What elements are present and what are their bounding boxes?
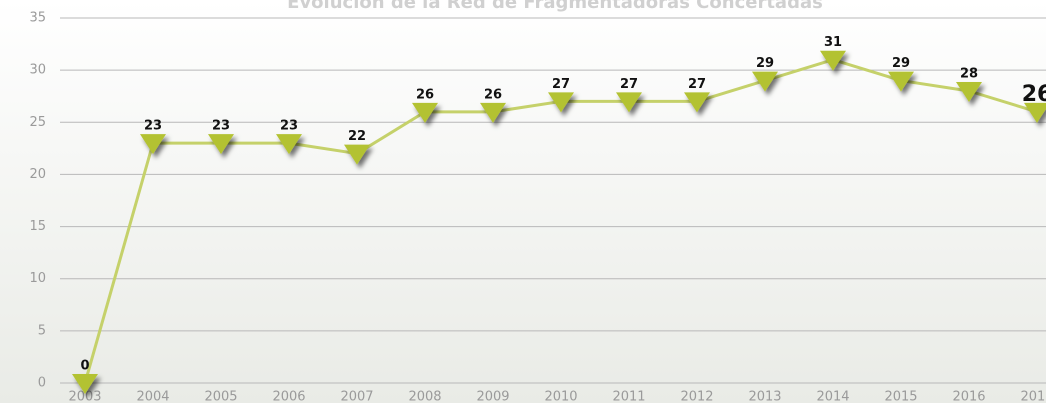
marker [480, 102, 506, 123]
marker [616, 92, 642, 113]
x-tick-label: 2007 [340, 390, 373, 403]
marker [344, 144, 370, 165]
marker [684, 92, 710, 113]
marker [820, 50, 846, 71]
y-tick-label: 10 [29, 271, 46, 286]
data-label: 23 [280, 119, 298, 134]
x-tick-label: 2013 [748, 390, 781, 403]
y-tick-label: 30 [29, 63, 46, 78]
data-label: 27 [552, 77, 570, 92]
y-tick-label: 35 [29, 11, 46, 26]
x-tick-label: 2010 [544, 390, 577, 403]
y-tick-label: 25 [29, 115, 46, 130]
data-label: 29 [892, 56, 910, 71]
data-label: 29 [756, 56, 774, 71]
marker [140, 134, 166, 155]
marker [752, 71, 778, 92]
data-label: 27 [620, 77, 638, 92]
x-tick-label: 2014 [816, 390, 849, 403]
data-label: 23 [144, 119, 162, 134]
data-label: 0 [80, 359, 89, 374]
x-tick-label: 2009 [476, 390, 509, 403]
y-tick-label: 15 [29, 219, 46, 234]
data-label: 26 [484, 87, 502, 102]
x-tick-label: 2004 [136, 390, 169, 403]
x-tick-label: 2003 [68, 390, 101, 403]
data-label: 27 [688, 77, 706, 92]
x-tick-label: 2015 [884, 390, 917, 403]
data-label: 26 [416, 87, 434, 102]
x-tick-label: 2017 [1020, 390, 1046, 403]
marker [888, 71, 914, 92]
x-tick-label: 2008 [408, 390, 441, 403]
x-tick-label: 2006 [272, 390, 305, 403]
x-tick-label: 2005 [204, 390, 237, 403]
chart-title: Evolución de la Red de Fragmentadoras Co… [287, 0, 823, 13]
x-tick-label: 2016 [952, 390, 985, 403]
y-tick-label: 20 [29, 167, 46, 182]
data-label: 26 [1022, 82, 1046, 107]
data-label: 28 [960, 67, 978, 82]
marker [956, 82, 982, 102]
y-tick-label: 0 [38, 376, 46, 391]
data-label: 31 [824, 35, 842, 50]
x-tick-label: 2011 [612, 390, 645, 403]
marker [412, 102, 438, 123]
y-tick-label: 5 [38, 323, 46, 338]
marker [72, 374, 98, 394]
data-label: 23 [212, 119, 230, 134]
marker [276, 134, 302, 155]
marker [548, 92, 574, 113]
marker [1024, 102, 1046, 123]
x-tick-label: 2012 [680, 390, 713, 403]
data-label: 22 [348, 129, 366, 144]
marker [208, 134, 234, 155]
